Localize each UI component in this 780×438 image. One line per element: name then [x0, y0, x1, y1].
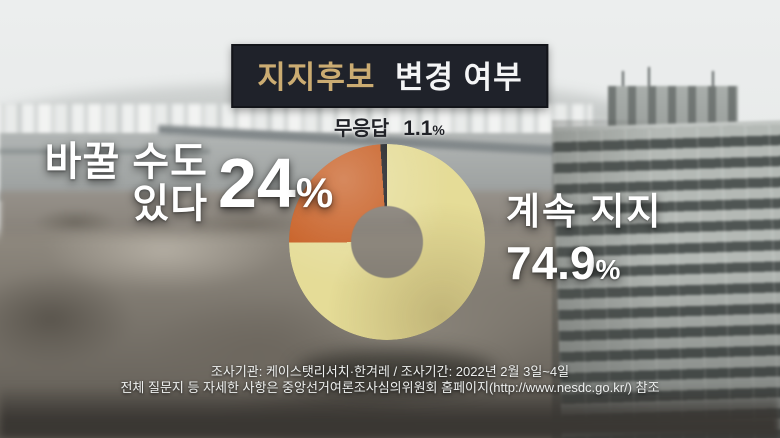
donut-chart	[289, 144, 485, 340]
background-bottom-vignette	[0, 386, 780, 438]
keep-support-value: 74.9	[506, 237, 596, 289]
title-banner: 지지후보 변경 여부	[231, 44, 549, 108]
no-answer-name: 무응답	[334, 118, 390, 140]
donut-gloss-overlay	[289, 144, 485, 340]
building-antenna	[622, 71, 624, 87]
building-antenna	[712, 71, 714, 87]
donut-drop-shadow	[296, 350, 496, 394]
background-office-building	[552, 67, 780, 438]
footnote-line2: 전체 질문지 등 자세한 사항은 중앙선거여론조사심의위원회 홈페이지(http…	[120, 380, 660, 395]
keep-support-percentage: 74.9%	[506, 240, 662, 291]
may-change-percentage: 24%	[218, 148, 334, 225]
building-antenna	[648, 67, 650, 87]
building-facade-shading	[552, 120, 780, 438]
footnote: 조사기관: 케이스탯리서치·한겨레 / 조사기간: 2022년 2월 3일~4일…	[0, 364, 780, 396]
keep-support-unit: %	[595, 254, 621, 285]
keep-support-name: 계속 지지	[506, 191, 663, 232]
label-no-answer: 무응답 1.1%	[334, 112, 445, 141]
may-change-unit: %	[295, 169, 334, 216]
footnote-line1: 조사기관: 케이스탯리서치·한겨레 / 조사기간: 2022년 2월 3일~4일	[210, 364, 570, 379]
no-answer-unit: %	[432, 122, 445, 138]
title-rest: 변경 여부	[395, 60, 523, 95]
no-answer-value: 1.1	[403, 117, 433, 140]
may-change-line1: 바꿀 수도	[44, 140, 208, 184]
label-keep-support: 계속 지지 74.9%	[506, 192, 662, 291]
background-bridge-far	[0, 149, 210, 154]
may-change-line2: 있다	[132, 182, 208, 226]
donut-ring	[289, 144, 485, 340]
may-change-text: 바꿀 수도 있다	[28, 141, 208, 225]
may-change-value: 24	[218, 144, 296, 222]
title-highlight: 지지후보	[257, 60, 376, 95]
label-may-change: 바꿀 수도 있다 24%	[28, 141, 334, 225]
